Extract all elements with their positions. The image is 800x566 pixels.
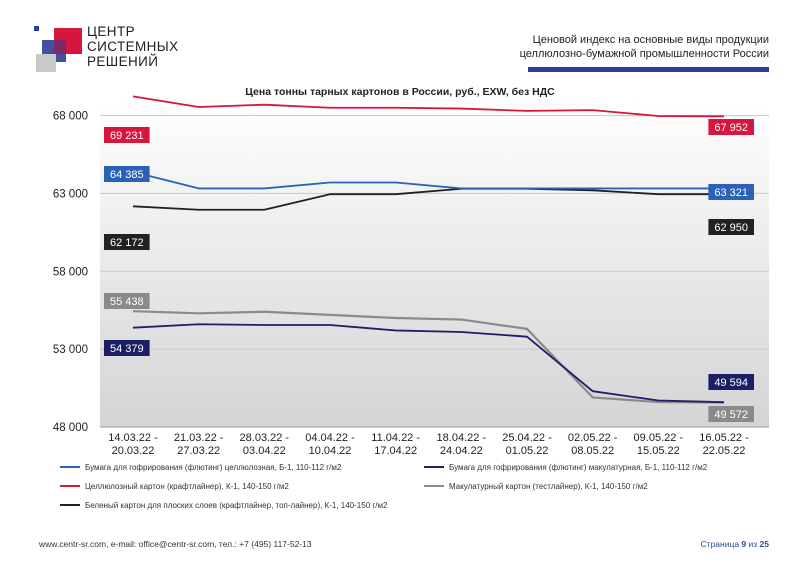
y-tick-label: 48 000 (53, 422, 88, 434)
data-label: 62 172 (110, 237, 144, 249)
x-tick-label-line: 22.05.22 (703, 445, 746, 457)
legend-label: Целлюлозный картон (крафтлайнер), К-1, 1… (85, 482, 289, 491)
data-label: 54 379 (110, 343, 144, 355)
data-label-box (104, 234, 150, 250)
data-label: 62 950 (714, 222, 748, 234)
series-lines (132, 95, 725, 404)
x-tick-label: 25.04.22 -01.05.22 (502, 432, 552, 457)
series-line (132, 187, 724, 211)
legend-label: Бумага для гофрирования (флютинг) целлюл… (85, 463, 342, 472)
x-tick-label: 02.05.22 -08.05.22 (568, 432, 618, 457)
x-tick-label: 28.03.22 -03.04.22 (240, 432, 290, 457)
x-tick-label-line: 20.03.22 (112, 445, 155, 457)
page-mid: из (746, 539, 760, 549)
logo-square-grey (36, 54, 56, 72)
legend-label: Беленый картон для плоских слоев (крафтл… (85, 501, 388, 510)
logo-overlap (54, 40, 66, 54)
legend-label: Бумага для гофрирования (флютинг) макула… (449, 463, 708, 472)
x-tick-label-line: 02.05.22 - (568, 432, 618, 444)
x-tick-label-line: 03.04.22 (243, 445, 286, 457)
x-tick-label-line: 01.05.22 (506, 445, 549, 457)
data-label-box (708, 219, 754, 235)
x-tick-label-line: 08.05.22 (571, 445, 614, 457)
y-axis-ticks: 48 000 53 000 58 000 63 000 68 000 (53, 111, 88, 434)
x-tick-label: 11.04.22 -17.04.22 (371, 432, 420, 457)
series-line (132, 310, 725, 404)
logo-line-2: СИСТЕМНЫХ (87, 39, 179, 54)
x-tick-label-line: 09.05.22 - (634, 432, 684, 444)
x-tick-label-line: 18.04.22 - (437, 432, 487, 444)
x-tick-label: 14.03.22 -20.03.22 (108, 432, 158, 457)
data-label: 64 385 (110, 169, 144, 181)
data-label-box (104, 293, 150, 309)
x-tick-label: 21.03.22 -27.03.22 (174, 432, 224, 457)
data-label: 69 231 (110, 130, 144, 142)
x-tick-label: 16.05.22 -22.05.22 (699, 432, 749, 457)
x-tick-label-line: 28.03.22 - (240, 432, 290, 444)
data-label-box (708, 406, 754, 422)
x-tick-label-line: 16.05.22 - (699, 432, 749, 444)
logo-text: ЦЕНТР СИСТЕМНЫХ РЕШЕНИЙ (87, 24, 179, 69)
plot-area (100, 100, 769, 427)
x-tick-label-line: 04.04.22 - (305, 432, 355, 444)
data-label: 55 438 (110, 296, 144, 308)
legend: Бумага для гофрирования (флютинг) целлюл… (60, 463, 708, 510)
legend-label: Макулатурный картон (тестлайнер), К-1, 1… (449, 482, 648, 491)
x-axis-ticks: 14.03.22 -20.03.22 21.03.22 -27.03.22 28.0… (108, 432, 749, 457)
data-label-box (104, 166, 150, 182)
chart-title: Цена тонны тарных картонов в России, руб… (245, 86, 555, 98)
x-tick-label: 18.04.22 -24.04.22 (437, 432, 487, 457)
series-line (132, 95, 725, 118)
y-tick-label: 53 000 (53, 344, 88, 356)
page-current: 9 (741, 539, 747, 549)
header-title-line-2: целлюлозно-бумажной промышленности Росси… (519, 48, 769, 60)
page-prefix: Страница (700, 539, 742, 549)
series-line (132, 323, 725, 404)
x-tick-label-line: 14.03.22 - (108, 432, 158, 444)
data-label: 63 321 (714, 187, 748, 199)
data-label: 49 594 (714, 377, 748, 389)
logo-line-3: РЕШЕНИЙ (87, 54, 159, 69)
x-tick-label: 09.05.22 -15.05.22 (634, 432, 684, 457)
x-tick-label-line: 15.05.22 (637, 445, 680, 457)
logo-square-small (34, 26, 39, 31)
y-tick-label: 68 000 (53, 111, 88, 123)
series-line (132, 170, 724, 190)
y-tick-label: 63 000 (53, 188, 88, 200)
company-logo (34, 26, 82, 72)
x-tick-label-line: 24.04.22 (440, 445, 483, 457)
x-tick-label: 04.04.22 -10.04.22 (305, 432, 355, 457)
data-label-box (708, 374, 754, 390)
data-label: 67 952 (714, 122, 748, 134)
footer-contacts: www.centr-sr.com, e-mail: office@centr-s… (39, 539, 312, 549)
header-title-line-1: Ценовой индекс на основные виды продукци… (532, 34, 769, 46)
y-tick-label: 58 000 (53, 266, 88, 278)
x-tick-label-line: 21.03.22 - (174, 432, 224, 444)
logo-line-1: ЦЕНТР (87, 24, 135, 39)
x-tick-label-line: 25.04.22 - (502, 432, 552, 444)
header-divider (528, 67, 769, 72)
data-label-box (708, 184, 754, 200)
page-total: 25 (759, 539, 769, 549)
x-tick-label-line: 11.04.22 - (371, 432, 420, 444)
x-tick-label-line: 17.04.22 (374, 445, 417, 457)
data-label: 49 572 (714, 409, 748, 421)
data-label-box (104, 340, 150, 356)
report-header: Ценовой индекс на основные виды продукци… (469, 33, 769, 61)
data-label-box (708, 119, 754, 135)
data-label-box (104, 127, 150, 143)
page-indicator: Страница 9 из 25 (701, 539, 769, 549)
data-labels: 64 385 63 321 54 379 49 594 69 231 67 952 55 4… (104, 119, 754, 422)
x-tick-label-line: 27.03.22 (177, 445, 220, 457)
x-tick-label-line: 10.04.22 (309, 445, 352, 457)
